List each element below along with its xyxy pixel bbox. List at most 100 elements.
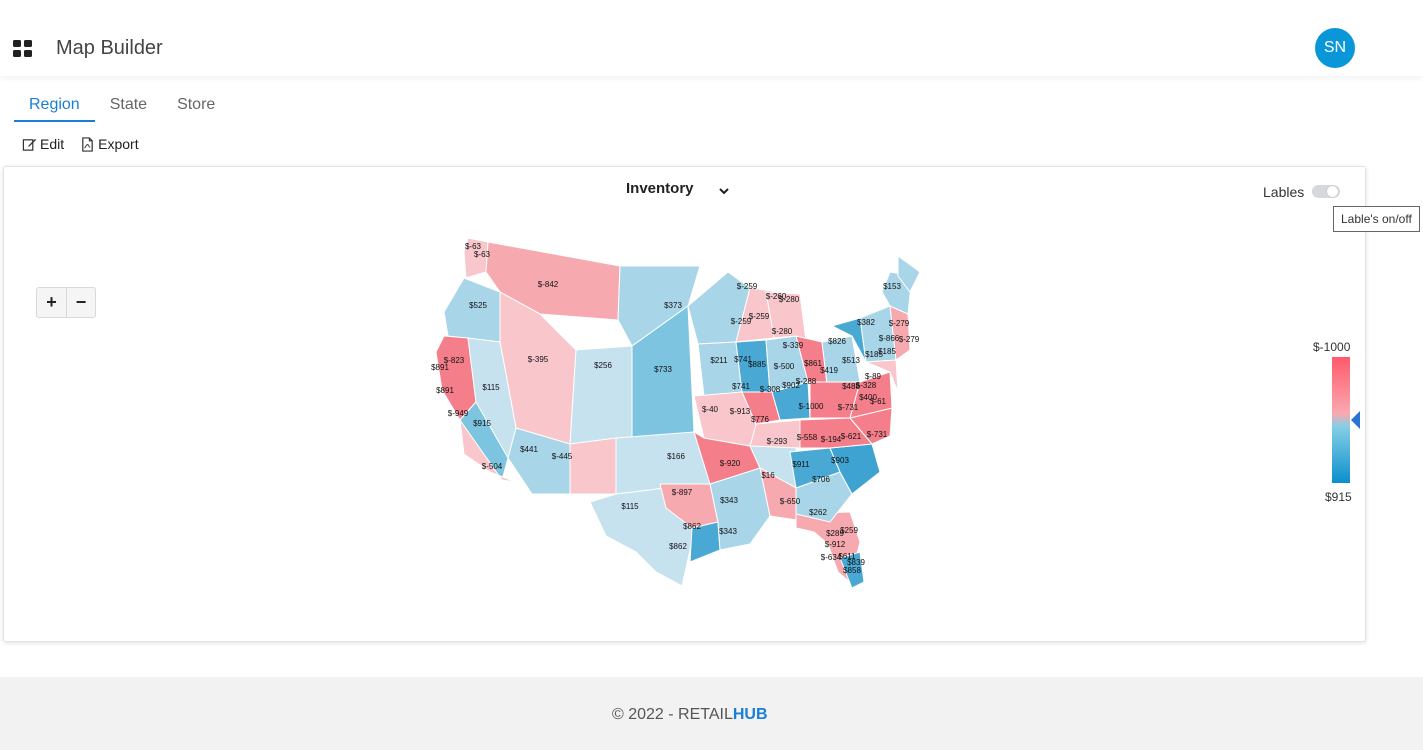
app-title: Map Builder [56,37,163,59]
user-avatar[interactable]: SN [1315,28,1355,68]
region-value-label: $839 [847,558,865,567]
legend-color-bar [1332,357,1350,483]
region-value-label: $858 [843,566,861,575]
region-value-label: $-328 [856,381,877,390]
region-value-label: $-842 [538,280,559,289]
region-value-label: $16 [761,471,775,480]
region-value-label: $-731 [867,430,888,439]
tab-store[interactable]: Store [177,96,216,113]
footer-brand: HUB [732,706,768,723]
region-value-label: $441 [520,445,538,454]
region-value-label: $776 [751,415,769,424]
region-value-label: $-293 [767,437,788,446]
region-value-label: $343 [720,496,738,505]
region-value-label: $-913 [730,407,751,416]
region-value-label: $-63 [465,242,482,251]
region-value-label: $115 [482,383,500,392]
region-value-label: $911 [792,460,810,469]
edit-label: Edit [40,136,65,152]
us-region-map[interactable]: $-63$-63$-842$525$-395$256$373$733$-823$… [420,232,940,592]
region-value-label: $915 [473,419,491,428]
region-value-label: $115 [621,502,639,511]
map-region[interactable] [865,359,899,393]
legend-min-label: $915 [1325,490,1352,504]
footer-copyright: © 2022 - RETAILHUB [612,706,768,724]
region-value-label: $741 [732,382,750,391]
region-value-label: $861 [804,359,822,368]
region-value-label: $-920 [720,459,741,468]
region-value-label: $-40 [702,405,719,414]
region-value-label: $-194 [821,435,842,444]
region-value-label: $256 [594,361,612,370]
region-value-label: $-288 [796,377,817,386]
region-value-label: $-731 [838,403,859,412]
region-value-label: $185 [878,347,896,356]
legend-pointer-icon [1351,411,1360,429]
region-value-label: $891 [431,363,449,372]
labels-tooltip: Lable's on/off [1333,206,1420,232]
chevron-down-icon [718,187,729,194]
region-value-label: $382 [857,318,875,327]
region-value-label: $-259 [737,282,758,291]
region-value-label: $-1000 [799,402,824,411]
export-button[interactable]: Export [80,136,139,152]
footer-prefix: © 2022 - RETAIL [612,706,733,723]
toggle-knob [1327,186,1338,197]
region-value-label: $-279 [889,319,910,328]
region-labels: $-63$-63$-842$525$-395$256$373$733$-823$… [431,242,920,575]
region-value-label: $166 [667,452,685,461]
region-value-label: $259 [840,526,858,535]
region-value-label: $419 [820,366,838,375]
region-value-label: $-504 [482,462,503,471]
region-value-label: $-280 [772,327,793,336]
toolbar: Edit Export [22,136,139,152]
region-value-label: $400 [859,393,877,402]
region-value-label: $-308 [760,385,781,394]
edit-icon [22,138,37,151]
region-value-label: $903 [831,456,849,465]
region-value-label: $-89 [865,372,882,381]
zoom-out-button[interactable]: − [66,288,95,317]
map-region[interactable] [569,437,617,495]
map-region[interactable] [459,419,517,483]
region-value-label: $-621 [841,432,862,441]
map-region[interactable] [443,277,501,343]
zoom-in-button[interactable]: + [46,292,57,312]
app-header: Map Builder SN [0,0,1423,76]
labels-toggle-switch[interactable] [1312,185,1340,198]
region-value-label: $902 [782,381,800,390]
region-value-label: $-949 [448,409,469,418]
page-footer [0,677,1423,750]
region-value-label: $611 [838,552,856,561]
tab-region[interactable]: Region [14,90,95,122]
export-label: Export [98,136,139,152]
region-value-label: $-866 [879,334,900,343]
region-value-label: $-395 [528,355,549,364]
map-region[interactable] [839,551,865,589]
region-value-label: $733 [654,365,672,374]
region-value-label: $-280 [779,295,800,304]
map-region[interactable] [693,391,757,447]
map-region[interactable] [897,255,921,293]
region-value-label: $-634 [821,553,842,562]
region-value-label: $-912 [825,540,846,549]
region-value-label: $211 [710,356,728,365]
region-value-label: $862 [669,542,687,551]
tab-state[interactable]: State [109,96,148,113]
region-value-label: $525 [469,301,487,310]
region-value-label: $885 [748,360,766,369]
region-value-label: $826 [828,337,846,346]
region-value-label: $-259 [731,317,752,326]
region-value-label: $-445 [552,452,573,461]
app-grid-icon[interactable] [13,40,33,57]
edit-button[interactable]: Edit [22,136,64,152]
region-value-label: $289 [826,529,844,538]
region-value-label: $-823 [444,356,465,365]
map-region[interactable] [507,427,571,495]
map-region[interactable] [463,237,489,279]
pdf-file-icon [82,136,93,152]
region-value-label: $488 [842,382,860,391]
map-region[interactable] [849,371,893,419]
region-value-label: $-558 [797,433,818,442]
measure-dropdown[interactable]: Inventory [626,180,730,197]
